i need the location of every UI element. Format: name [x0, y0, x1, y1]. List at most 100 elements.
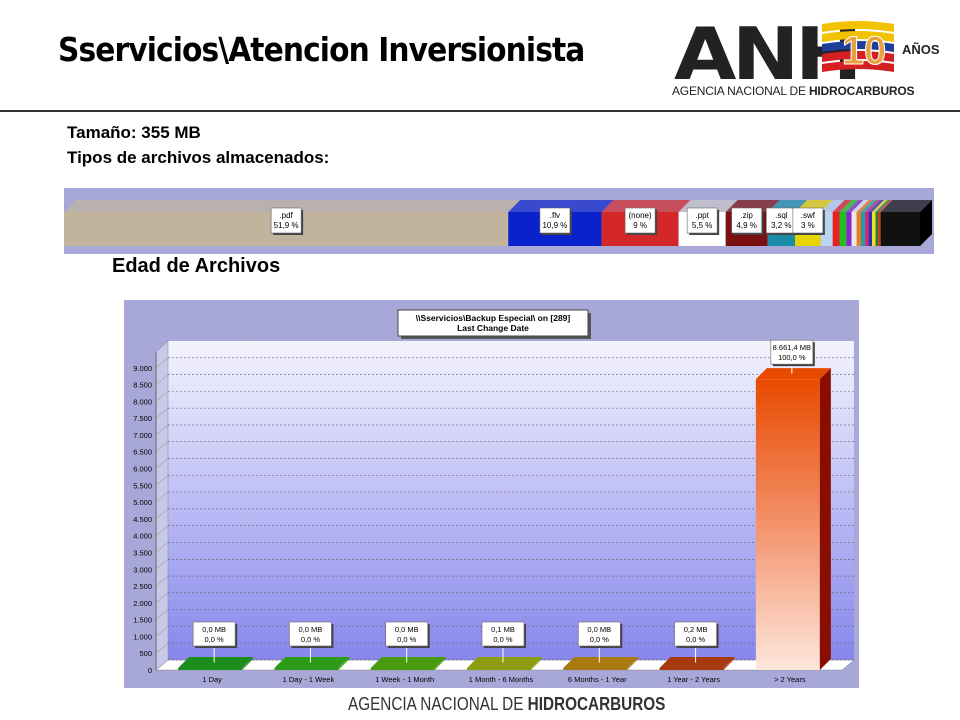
filetype-label-box: [731, 207, 762, 234]
gridline-side: [155, 391, 169, 402]
logo-subtitle-bold: HIDROCARBUROS: [808, 84, 915, 98]
filetype-segment-top: [872, 200, 888, 212]
gridline-side: [155, 575, 169, 587]
age-bar-labels: 0,0 MB0,0 %0,0 MB0,0 %0,0 MB0,0 %0,1 MB0…: [192, 339, 815, 663]
filetype-segment: [868, 212, 873, 246]
filetype-label-box: [766, 207, 797, 234]
filetype-label-percent: 10,9 %: [542, 221, 567, 230]
filetype-label-percent: 9 %: [633, 221, 647, 230]
age-bar-label-box: [770, 339, 814, 365]
filetype-label-percent: 3 %: [801, 221, 815, 230]
filetype-segment: [856, 212, 861, 246]
age-bar-value-label: 8.661,4 MB: [773, 343, 811, 352]
filetype-label-ext: .pdf: [279, 211, 293, 220]
y-tick-label: 7.000: [133, 431, 152, 440]
age-bar: [370, 668, 435, 670]
filetype-label-box: [270, 207, 302, 234]
filetype-segment: [860, 212, 866, 246]
age-bar-label-box: [481, 621, 525, 647]
filetype-segment-top: [878, 200, 893, 212]
filetype-segment: [875, 212, 879, 246]
logo-subtitle: AGENCIA NACIONAL DE HIDROCARBUROS: [672, 84, 915, 98]
filetype-segment-top: [865, 200, 881, 212]
filetype-segment: [839, 212, 847, 246]
filetype-segment-top: [820, 200, 845, 212]
chart-title-box: \\Sservicios\Backup Especial\ on [289] L…: [397, 309, 591, 339]
y-tick-label: 1.000: [133, 632, 152, 641]
age-bar-side: [242, 657, 254, 670]
plot-back-wall: [168, 341, 854, 660]
age-bar-value-label: 0,0 MB: [587, 625, 611, 634]
y-tick-label: 3.000: [133, 565, 152, 574]
y-tick-label: 5.500: [133, 481, 152, 490]
y-tick-label: 8.000: [133, 397, 152, 406]
filetype-segment-top: [875, 200, 891, 212]
age-bar-side: [819, 368, 831, 670]
age-bar-value-label: 0,0 MB: [395, 625, 419, 634]
storage-size: Tamaño: 355 MB: [67, 123, 201, 142]
age-bar-label-box: [385, 621, 429, 647]
gridline-side: [155, 407, 169, 419]
filetype-segment-top: [880, 200, 932, 212]
age-bar-top: [274, 657, 350, 668]
logo-years: AÑOS: [902, 42, 940, 57]
age-bar-percent-label: 0,0 %: [205, 635, 225, 644]
age-bar-top: [370, 657, 446, 668]
filetype-segment-top: [832, 200, 852, 212]
age-bar: [563, 668, 628, 670]
gridline-side: [155, 626, 169, 637]
logo-flag-icon: 10: [822, 21, 894, 74]
age-category-label: 1 Day - 1 Week: [283, 675, 335, 684]
logo-anniversary: 10: [842, 29, 887, 73]
age-bar-value-label: 0,1 MB: [491, 625, 515, 634]
filetype-label-percent: 4,9 %: [736, 221, 756, 230]
gridline-side: [155, 592, 169, 604]
y-tick-label: 4.500: [133, 515, 152, 524]
y-tick-label: 9.000: [133, 364, 152, 373]
filetype-segment-top: [64, 200, 521, 212]
filetype-segment: [851, 212, 857, 246]
age-bar-side: [723, 657, 735, 670]
footer-brand: AGENCIA NACIONAL DE HIDROCARBUROS: [348, 694, 665, 715]
age-bar-label-box: [192, 621, 236, 647]
y-tick-label: 4.000: [133, 532, 152, 541]
filetype-label-box: [792, 207, 824, 234]
gridline-side: [155, 374, 169, 385]
filetype-segment: [880, 212, 920, 246]
filetype-segment: [872, 212, 876, 246]
plot-side-wall: [155, 340, 169, 671]
age-bar-top: [467, 657, 542, 668]
filetype-label-percent: 3,2 %: [771, 221, 791, 230]
age-bar-percent-label: 0,0 %: [301, 635, 321, 644]
filetype-segment: [820, 212, 833, 246]
anh-logo: ANH 10 AÑOS AGENCIA NACIONAL DE HIDROCAR…: [670, 16, 940, 102]
filetype-label-ext: .ppt: [695, 211, 709, 220]
filetype-segment: [878, 212, 881, 246]
age-section-title: Edad de Archivos: [112, 255, 281, 277]
y-tick-label: 6.000: [133, 465, 152, 474]
filetype-label-percent: 51,9 %: [274, 221, 299, 230]
filetype-segment-top: [856, 200, 873, 212]
filetype-segment-side: [920, 200, 932, 246]
gridline-side: [155, 458, 169, 469]
filetype-label-ext: .sql: [775, 211, 788, 220]
age-bar-percent-label: 100,0 %: [778, 353, 806, 362]
filetype-label-box: [686, 207, 718, 234]
y-tick-label: 7.500: [133, 414, 152, 423]
age-category-labels: 1 Day 1 Day - 1 Week 1 Week - 1 Month 1 Mon…: [202, 675, 805, 684]
gridline-side: [155, 542, 169, 553]
gridline-side: [155, 424, 169, 436]
age-bar-percent-label: 0,0 %: [397, 635, 417, 644]
filetype-segment: [846, 212, 852, 246]
filetype-segment: [832, 212, 840, 246]
age-bar-top: [178, 657, 254, 668]
filetype-label-box: [539, 207, 571, 234]
filetype-segment-top: [508, 200, 614, 212]
age-category-label: 6 Months - 1 Year: [568, 675, 627, 684]
y-tick-label: 1.500: [133, 616, 152, 625]
age-bar-side: [338, 657, 350, 670]
age-bar-value-label: 0,0 MB: [299, 625, 323, 634]
gridline-side: [155, 525, 169, 536]
age-bar: [274, 668, 339, 670]
